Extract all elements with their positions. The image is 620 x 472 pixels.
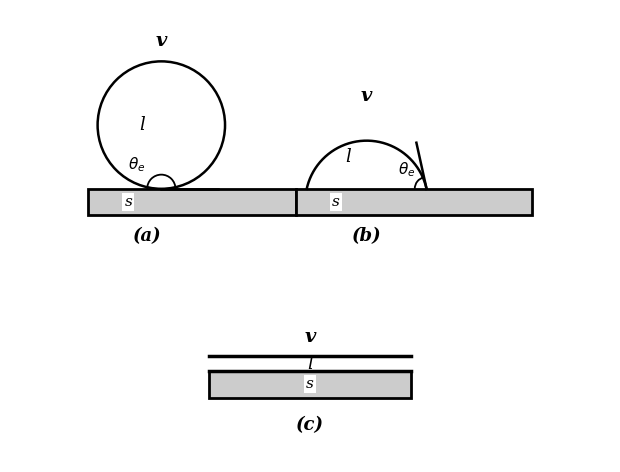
Text: v: v [361, 87, 373, 105]
Text: (b): (b) [352, 227, 381, 245]
Text: $\theta_e$: $\theta_e$ [128, 155, 146, 174]
Bar [296, 189, 532, 215]
Text: v: v [156, 32, 167, 50]
Bar [88, 189, 296, 215]
Text: l: l [345, 148, 351, 166]
Text: s: s [332, 195, 340, 209]
Text: (c): (c) [296, 416, 324, 434]
Text: l: l [307, 355, 313, 373]
Text: s: s [306, 377, 314, 391]
Bar [208, 371, 412, 398]
Text: s: s [125, 195, 132, 209]
Text: (a): (a) [133, 227, 161, 245]
Text: v: v [304, 328, 316, 346]
Text: l: l [140, 116, 145, 134]
Text: $\theta_e$: $\theta_e$ [398, 160, 415, 179]
